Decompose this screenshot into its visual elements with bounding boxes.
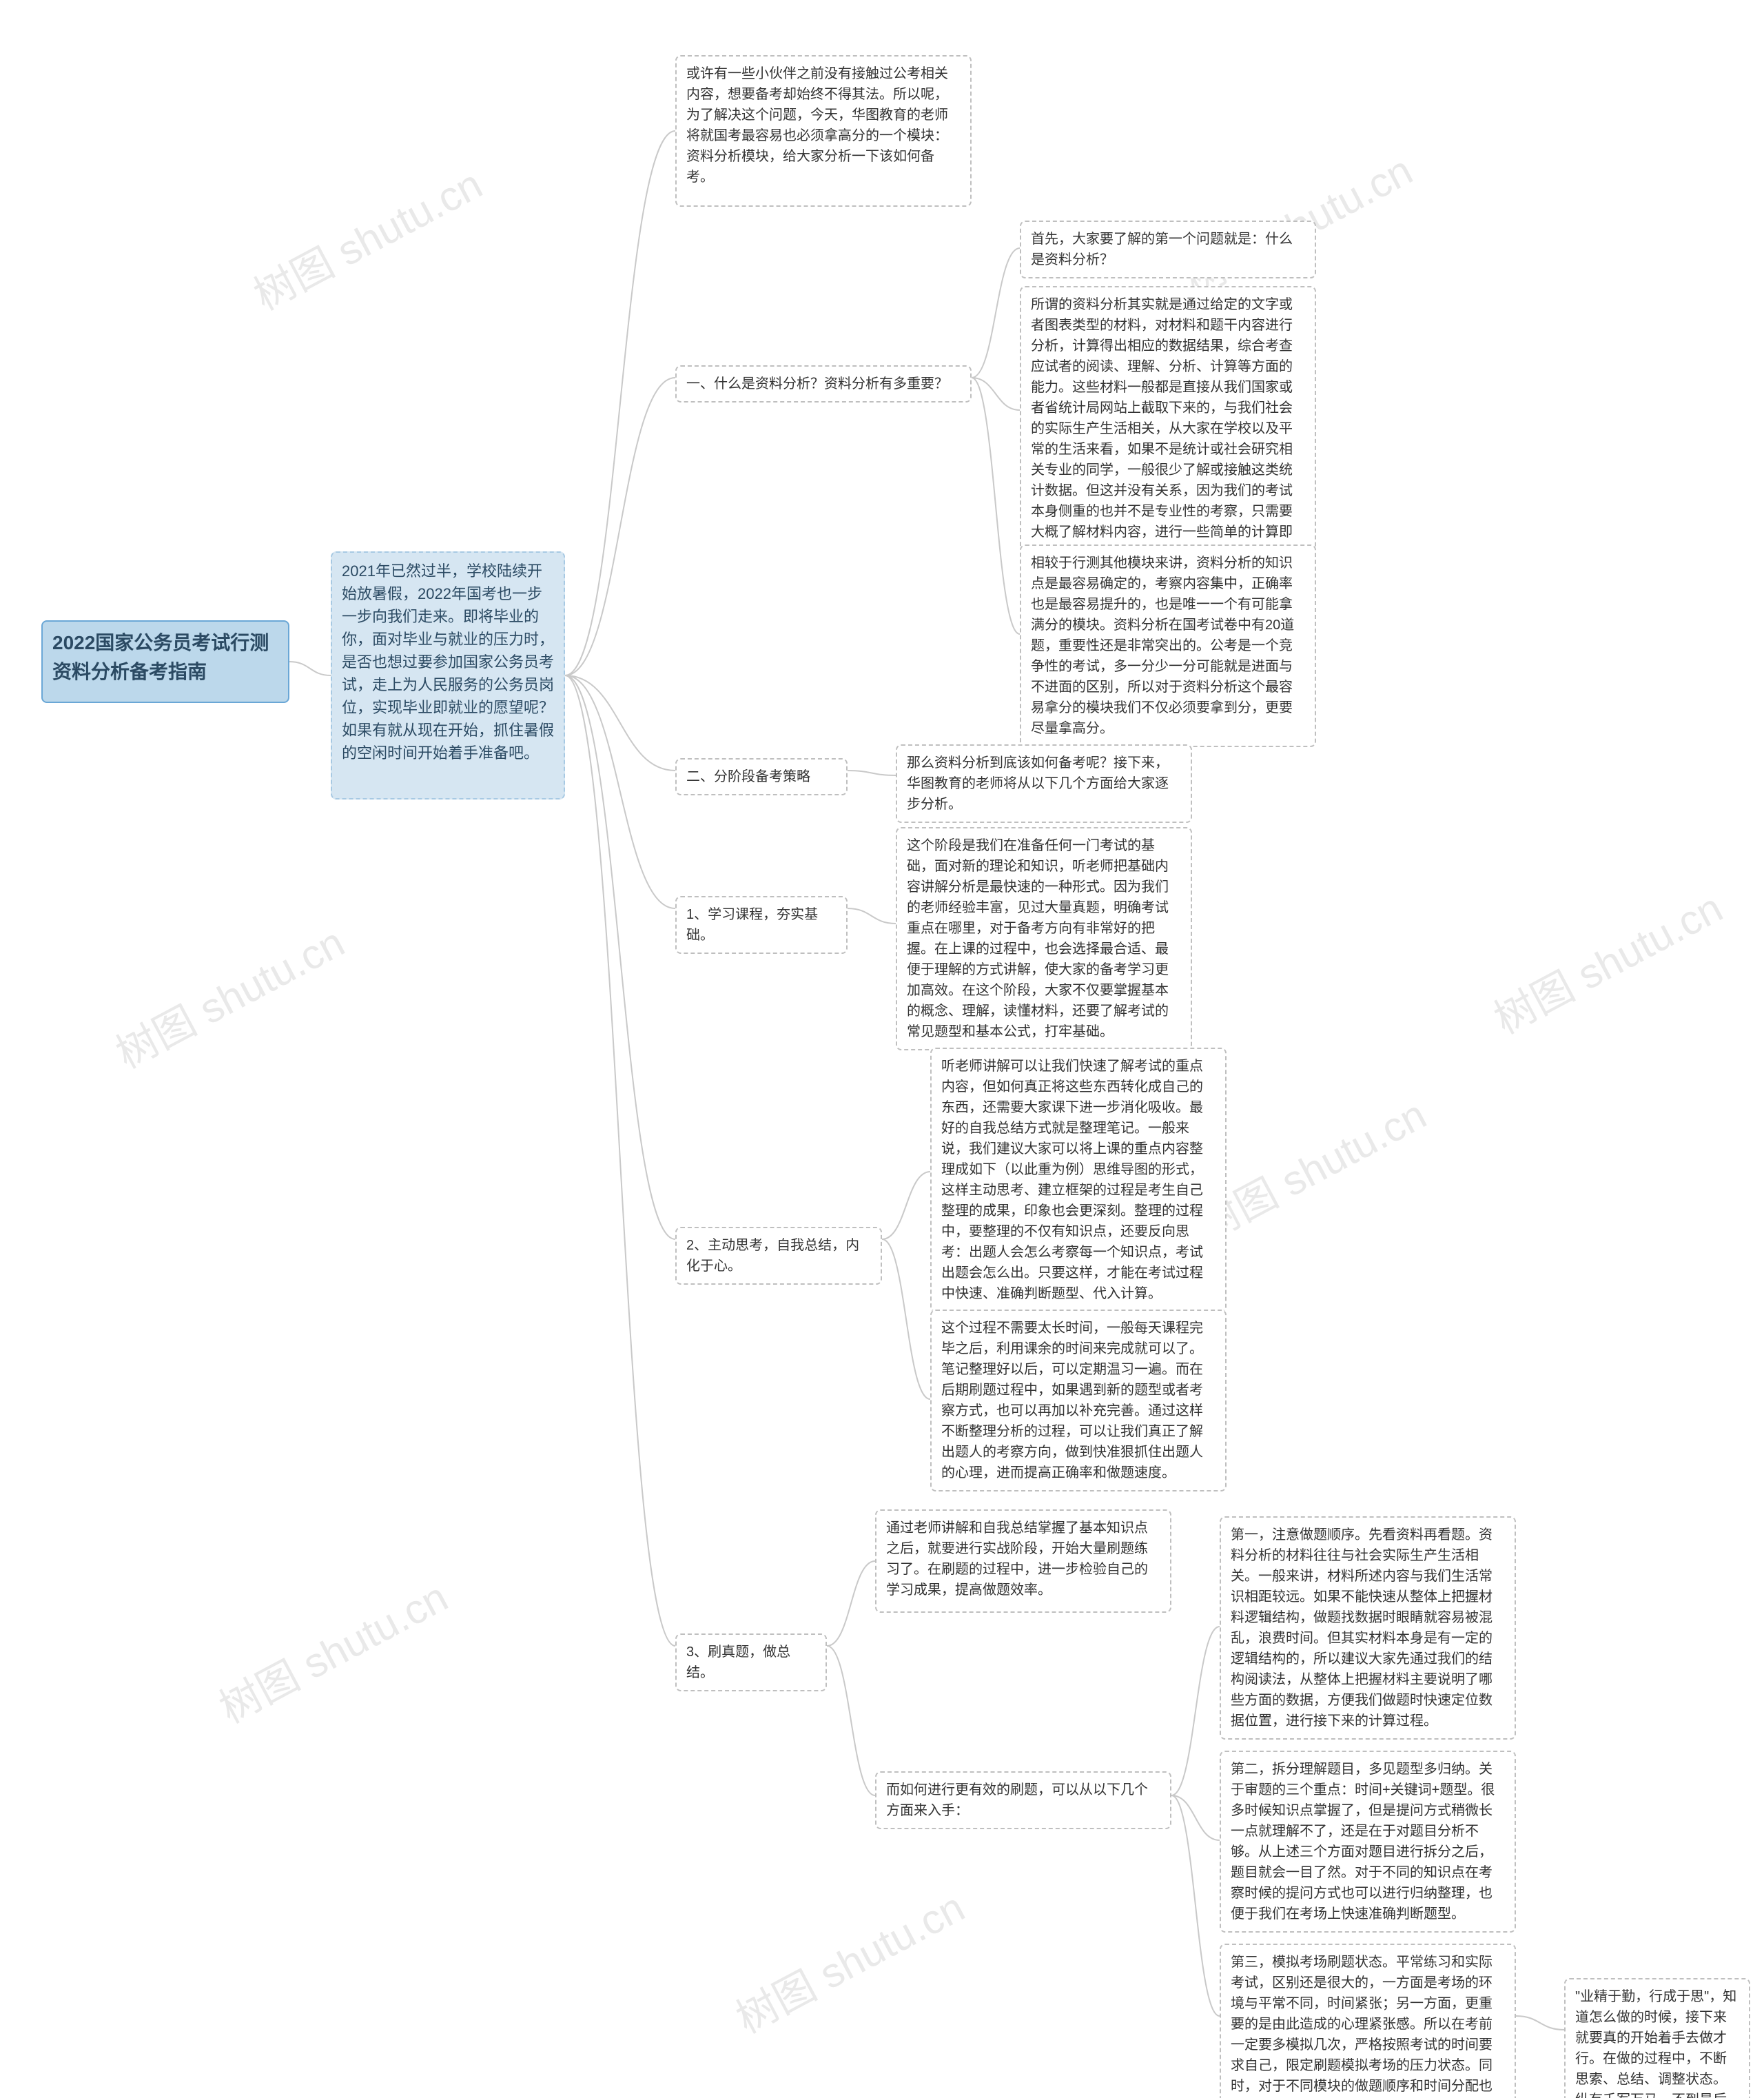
connector [289, 662, 331, 675]
connector [1171, 1627, 1220, 1795]
node-n_step3_p2: 第二，拆分理解题目，多见题型多归纳。关于审题的三个重点：时间+关键词+题型。很多… [1220, 1751, 1516, 1933]
node-n_sec2: 二、分阶段备考策略 [675, 758, 848, 795]
connector [972, 248, 1020, 378]
node-n_step3_p3: 第三，模拟考场刷题状态。平常练习和实际考试，区别还是很大的，一方面是考场的环境与… [1220, 1944, 1516, 2098]
node-n_step2_b: 这个过程不需要太长时间，一般每天课程完毕之后，利用课余的时间来完成就可以了。笔记… [930, 1310, 1227, 1491]
node-n_sec1: 一、什么是资料分析？资料分析有多重要？ [675, 365, 972, 403]
connector [565, 131, 675, 675]
connector [565, 675, 675, 1239]
watermark: 树图 shutu.cn [104, 910, 353, 1080]
connector [848, 908, 896, 924]
node-n_step2: 2、主动思考，自我总结，内化于心。 [675, 1227, 882, 1285]
connector [972, 378, 1020, 410]
watermark: 树图 shutu.cn [207, 1565, 457, 1735]
connector [565, 675, 675, 908]
node-n_sec2_a: 那么资料分析到底该如何备考呢？接下来，华图教育的老师将从以下几个方面给大家逐步分… [896, 744, 1192, 823]
node-n_step3_p1: 第一，注意做题顺序。先看资料再看题。资料分析的材料往往与社会实际生产生活相关。一… [1220, 1516, 1516, 1740]
watermark: 树图 shutu.cn [242, 152, 491, 322]
connector [1171, 1795, 1220, 2016]
node-n_step3: 3、刷真题，做总结。 [675, 1633, 827, 1691]
node-n_step1_a: 这个阶段是我们在准备任何一门考试的基础，面对新的理论和知识，听老师把基础内容讲解… [896, 827, 1192, 1050]
connector [882, 1239, 930, 1399]
node-intro: 2021年已然过半，学校陆续开始放暑假，2022年国考也一步一步向我们走来。即将… [331, 551, 565, 800]
connector [1516, 2016, 1564, 2030]
connector [565, 378, 675, 675]
node-root: 2022国家公务员考试行测 资料分析备考指南 [41, 620, 289, 703]
mindmap-canvas: 树图 shutu.cn 树图 shutu.cn 树图 shutu.cn 树图 shut… [0, 0, 1764, 2098]
connector [827, 1646, 875, 1795]
connector [882, 1172, 930, 1239]
node-n_step3_intro: 通过老师讲解和自我总结掌握了基本知识点之后，就要进行实战阶段，开始大量刷题练习了… [875, 1509, 1171, 1613]
node-n_step2_a: 听老师讲解可以让我们快速了解考试的重点内容，但如何真正将这些东西转化成自己的东西… [930, 1048, 1227, 1312]
node-n_sec1_c: 相较于行测其他模块来讲，资料分析的知识点是最容易确定的，考察内容集中，正确率也是… [1020, 544, 1316, 747]
watermark: 树图 shutu.cn [1482, 875, 1732, 1046]
watermark: 树图 shutu.cn [724, 1875, 974, 2045]
node-n_sec1_a: 首先，大家要了解的第一个问题就是：什么是资料分析？ [1020, 221, 1316, 278]
node-n_step3_lead: 而如何进行更有效的刷题，可以从以下几个方面来入手： [875, 1771, 1171, 1829]
node-n_final: "业精于勤，行成于思"，知道怎么做的时候，接下来就要真的开始着手去做才行。在做的… [1564, 1978, 1750, 2098]
connector [972, 378, 1020, 634]
node-n_step1: 1、学习课程，夯实基础。 [675, 896, 848, 954]
connector [565, 675, 675, 1646]
connector [827, 1561, 875, 1646]
connector [1171, 1795, 1220, 1840]
connector [848, 771, 896, 775]
connector [565, 675, 675, 771]
node-n_sec1_b: 所谓的资料分析其实就是通过给定的文字或者图表类型的材料，对材料和题干内容进行分析… [1020, 286, 1316, 571]
node-n_intro_top: 或许有一些小伙伴之前没有接触过公考相关内容，想要备考却始终不得其法。所以呢，为了… [675, 55, 972, 207]
